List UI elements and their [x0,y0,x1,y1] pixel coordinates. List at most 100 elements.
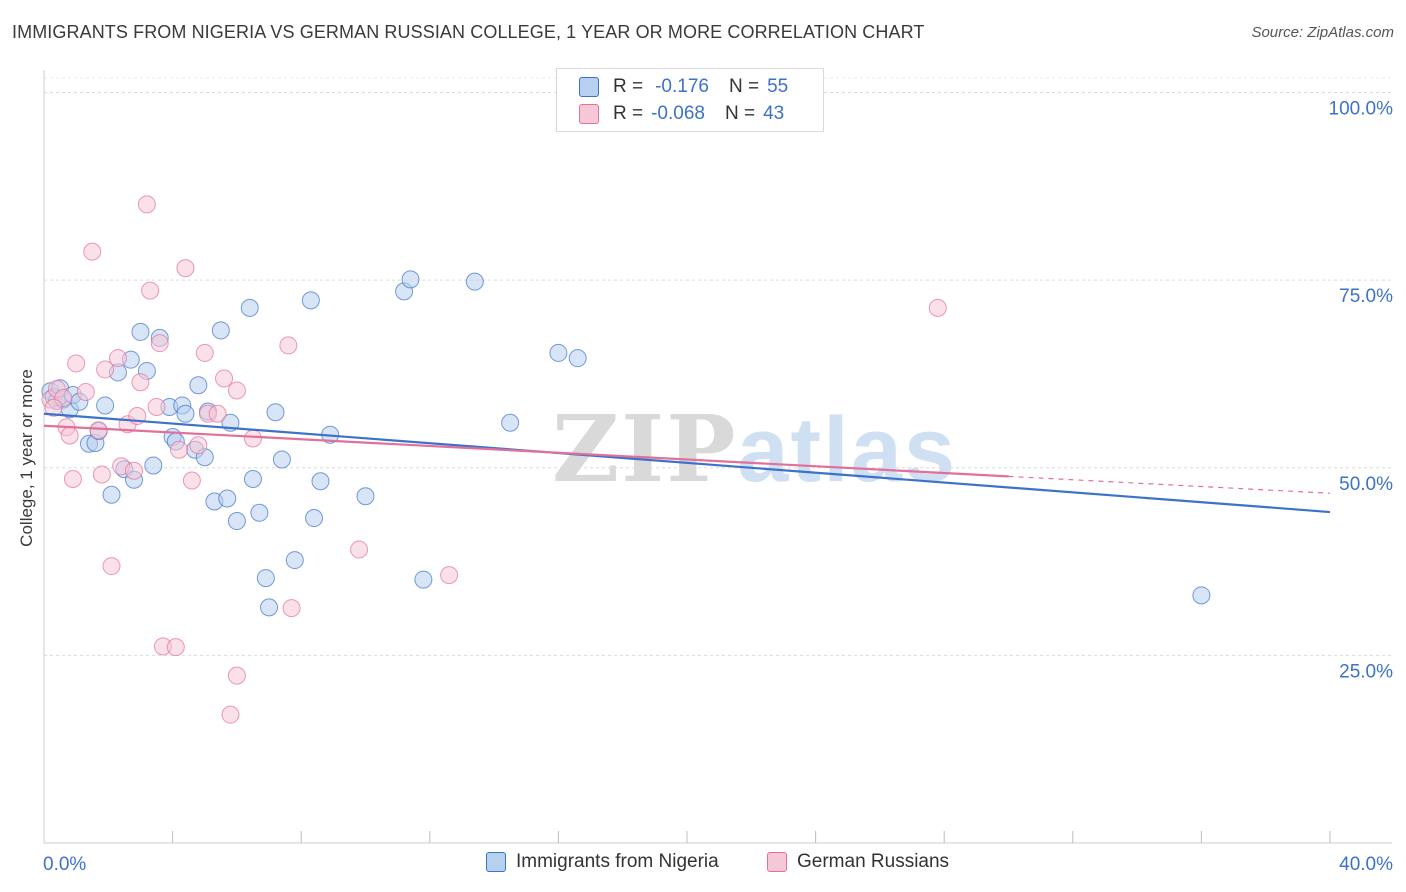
stats-legend: R = -0.176 N = 55 R = -0.068 N = 43 [556,68,824,132]
data-point [144,456,163,475]
series-german-russians-points [41,195,947,724]
bottom-legend-swatch-nigeria [486,852,506,872]
chart-title: IMMIGRANTS FROM NIGERIA VS GERMAN RUSSIA… [12,22,925,42]
trend-lines [43,412,1331,514]
tick-labels: 100.0% 75.0% 50.0% 25.0% 0.0% 40.0% [43,99,1393,875]
legend-row-nigeria: R = -0.176 N = 55 [579,75,788,99]
data-point [1192,586,1211,605]
data-point [311,472,330,491]
trend-line-1 [43,424,1009,478]
bottom-legend-label-nigeria: Immigrants from Nigeria [516,851,719,872]
data-point [218,489,237,508]
data-point [176,404,195,423]
legend-r-label: R = [613,76,644,97]
y-tick-label: 100.0% [1329,99,1394,120]
data-point [189,436,208,455]
data-point [250,503,269,522]
data-point [147,397,166,416]
x-tick-label-min: 0.0% [43,854,86,875]
data-point [141,281,160,300]
watermark-atlas: atlas [737,399,958,501]
data-point [189,376,208,395]
y-tick-label: 50.0% [1339,474,1393,495]
data-point [266,403,285,422]
data-point [568,349,587,368]
data-point [102,485,121,504]
data-point [89,421,108,440]
trend-line-extension-1 [1008,475,1331,494]
legend-n-label: N = [728,76,760,97]
x-tick-label-max: 40.0% [1339,854,1393,875]
legend-r-label: R = [613,103,644,124]
bottom-legend-label-german-russians: German Russians [797,851,950,872]
y-tick-label: 25.0% [1339,661,1393,682]
data-point [256,569,275,588]
trend-line-0 [43,412,1331,514]
bottom-legend-nigeria: Immigrants from Nigeria [486,851,719,873]
data-point [137,195,156,214]
data-point [227,666,246,685]
data-point [60,426,79,445]
legend-row-german-russians: R = -0.068 N = 43 [579,102,784,126]
data-point [227,381,246,400]
data-point [240,298,259,317]
chart-source: Source: ZipAtlas.com [1251,24,1394,41]
data-point [356,487,375,506]
data-point [44,398,63,417]
data-point [549,343,568,362]
data-point [92,465,111,484]
data-point [131,373,150,392]
legend-n-value: 43 [763,103,785,124]
data-point [215,369,234,388]
data-point [176,259,195,278]
watermark: ZIPatlas [552,395,957,503]
bottom-legend-swatch-german-russians [767,852,787,872]
bottom-legend-german-russians: German Russians [767,851,949,873]
series-nigeria-points [41,270,1211,617]
data-point [131,322,150,341]
data-point [170,440,189,459]
grid-lines [44,77,1392,656]
data-point [465,272,484,291]
data-point [401,270,420,289]
data-point [150,334,169,353]
data-point [227,512,246,531]
data-point [243,429,262,448]
data-point [67,354,86,373]
data-point [440,566,459,585]
data-point [125,461,144,480]
legend-swatch-nigeria [579,77,599,97]
data-point [63,470,82,489]
data-point [211,321,230,340]
data-point [272,450,291,469]
data-point [928,298,947,317]
y-tick-label: 75.0% [1339,286,1393,307]
data-point [166,638,185,657]
data-point [96,396,115,415]
axes [43,70,1392,844]
data-point [414,570,433,589]
data-point [501,413,520,432]
data-point [221,705,240,724]
data-point [96,360,115,379]
legend-n-label: N = [724,103,756,124]
data-point [260,598,279,617]
data-point [83,242,102,261]
data-point [108,349,127,368]
data-point [279,336,298,355]
data-point [282,599,301,618]
data-point [301,291,320,310]
data-point [208,404,227,423]
legend-n-value: 55 [767,76,789,97]
data-point [350,540,369,559]
data-point [102,557,121,576]
watermark-zip: ZIP [552,395,738,503]
data-point [195,343,214,362]
data-point [285,551,304,570]
data-point [305,509,324,528]
data-point [182,471,201,490]
legend-r-value: -0.068 [651,103,705,124]
data-point [243,470,262,489]
legend-r-value: -0.176 [655,76,709,97]
